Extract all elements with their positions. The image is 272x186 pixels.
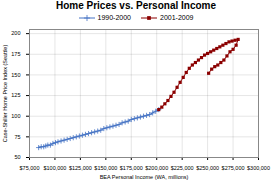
svg-text:$75,000: $75,000 xyxy=(20,165,40,171)
svg-text:BEA Personal Income (WA, milli: BEA Personal Income (WA, millions) xyxy=(100,174,189,180)
svg-text:$175,000: $175,000 xyxy=(120,165,143,171)
html-text:2001-2009: 2001-2009 xyxy=(160,13,194,21)
svg-text:Case-Shiller Home Price Index: Case-Shiller Home Price Index (Seattle) xyxy=(2,45,8,143)
svg-text:75: 75 xyxy=(14,134,20,140)
svg-text:50: 50 xyxy=(14,154,20,160)
svg-text:175: 175 xyxy=(11,51,20,57)
html-text:Home Prices vs. Personal Incom: Home Prices vs. Personal Income xyxy=(56,0,216,11)
svg-text:150: 150 xyxy=(11,72,20,78)
svg-text:$275,000: $275,000 xyxy=(222,165,245,171)
svg-text:$100,000: $100,000 xyxy=(43,165,66,171)
svg-text:$125,000: $125,000 xyxy=(69,165,92,171)
svg-text:$150,000: $150,000 xyxy=(94,165,117,171)
svg-text:$225,000: $225,000 xyxy=(171,165,194,171)
svg-text:$300,000: $300,000 xyxy=(247,165,270,171)
svg-text:100: 100 xyxy=(11,113,20,119)
svg-text:200: 200 xyxy=(11,30,20,36)
svg-text:$250,000: $250,000 xyxy=(196,165,219,171)
svg-text:125: 125 xyxy=(11,92,20,98)
svg-text:$200,000: $200,000 xyxy=(145,165,168,171)
html-text:1990-2000: 1990-2000 xyxy=(97,13,131,21)
